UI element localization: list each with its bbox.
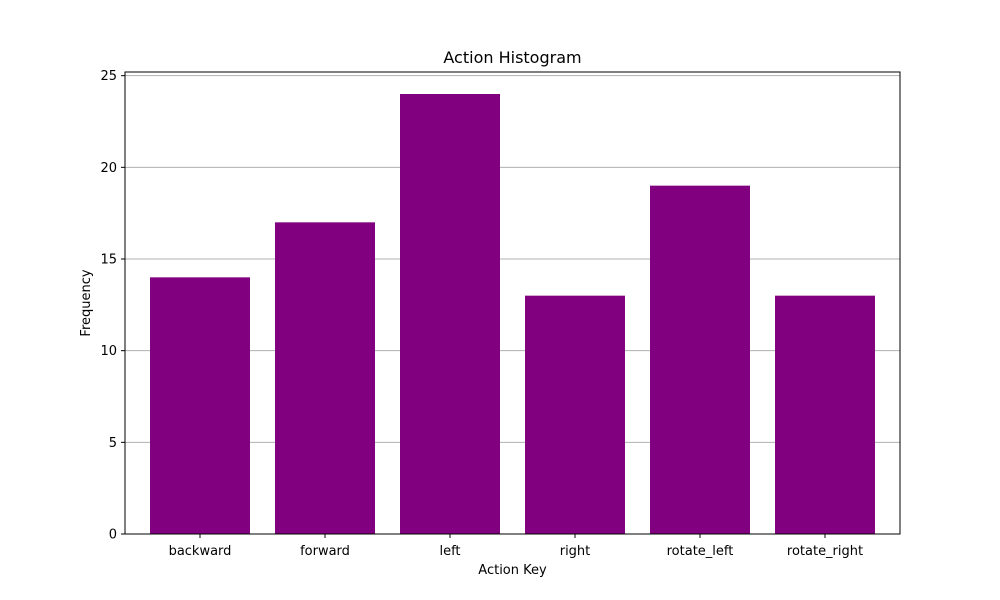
bar-rotate_right xyxy=(775,295,875,534)
y-tick-label: 15 xyxy=(100,253,117,268)
chart-title: Action Histogram xyxy=(443,48,581,67)
x-tick-label: left xyxy=(439,544,460,559)
x-tick-label: right xyxy=(560,544,591,559)
x-tick-label: rotate_right xyxy=(787,544,863,559)
y-tick-label: 20 xyxy=(100,161,117,176)
bar-backward xyxy=(150,277,250,534)
x-tick-label: rotate_left xyxy=(667,544,734,559)
y-tick-label: 25 xyxy=(100,69,117,84)
gridlines xyxy=(125,75,900,443)
y-axis-ticks: 0 5 10 15 20 25 xyxy=(100,69,125,543)
x-axis-ticks: backward forward left right rotate_left rotat… xyxy=(169,534,863,559)
y-tick-label: 0 xyxy=(109,528,117,543)
x-tick-label: backward xyxy=(169,544,232,559)
y-tick-label: 5 xyxy=(109,436,117,451)
bar-left xyxy=(400,94,500,534)
bar-rotate_left xyxy=(650,185,750,534)
x-tick-label: forward xyxy=(300,544,350,559)
y-tick-label: 10 xyxy=(100,344,117,359)
bars xyxy=(150,94,875,535)
x-axis-title: Action Key xyxy=(478,563,547,578)
bar-forward xyxy=(275,222,375,535)
plot-frame xyxy=(124,71,901,535)
bar-right xyxy=(525,295,625,534)
y-axis-title: Frequency xyxy=(79,269,94,336)
